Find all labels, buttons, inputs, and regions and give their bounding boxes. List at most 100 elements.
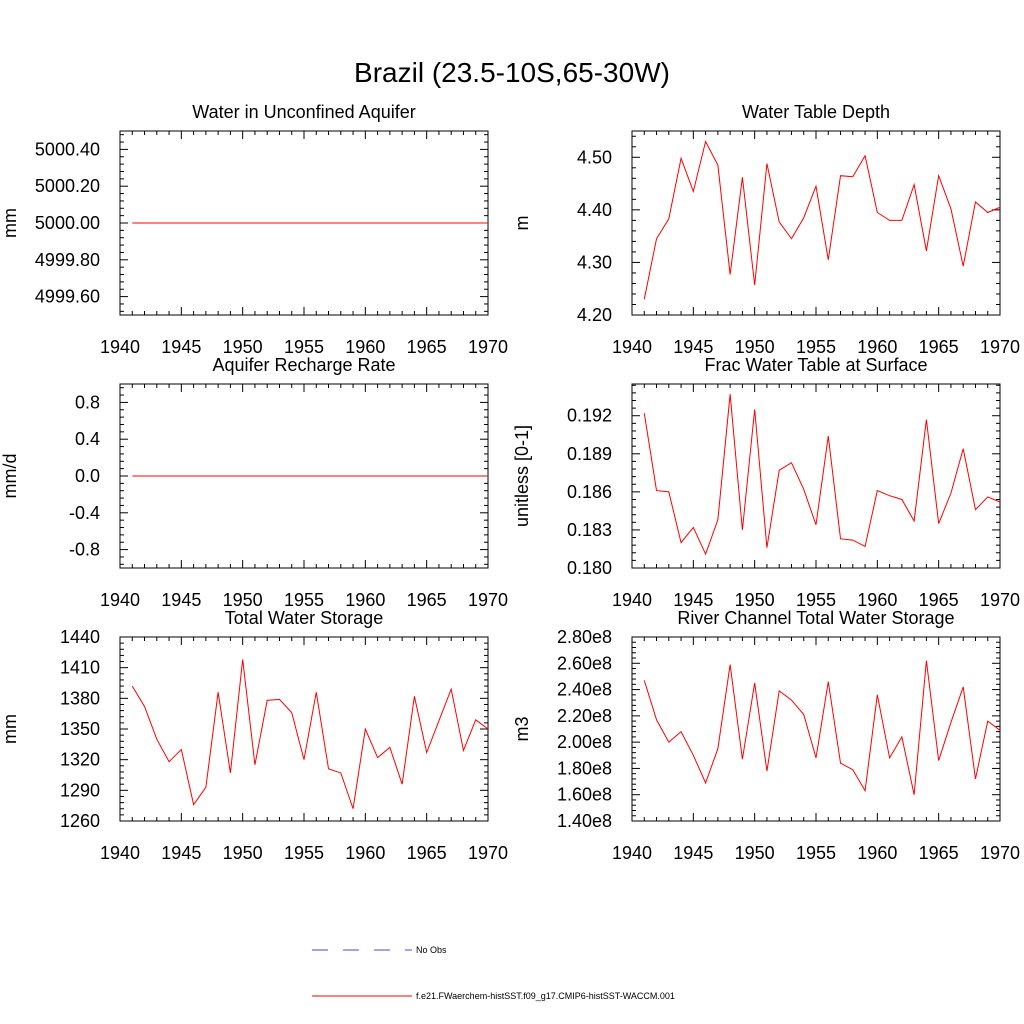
x-tick-label: 1960 [857, 843, 897, 863]
legend-item: f.e21.FWaerchem-histSST.f09_g17.CMIP6-hi… [312, 991, 675, 1001]
figure-title: Brazil (23.5-10S,65-30W) [354, 57, 670, 88]
y-tick-label: 2.00e8 [557, 732, 612, 752]
x-tick-label: 1960 [857, 337, 897, 357]
panel-6: River Channel Total Water Storage 1940 194… [512, 608, 1020, 863]
panel-title: Water in Unconfined Aquifer [192, 102, 415, 122]
y-tick-label: 0.180 [567, 558, 612, 578]
y-tick-label: 1410 [60, 658, 100, 678]
y-axis-label: mm [0, 208, 20, 238]
plot-frame [119, 636, 489, 822]
y-tick-label: 2.40e8 [557, 680, 612, 700]
x-tick-label: 1955 [284, 843, 324, 863]
y-tick-label: 5000.20 [35, 176, 100, 196]
y-tick-label: 1350 [60, 719, 100, 739]
x-tick-label: 1950 [735, 590, 775, 610]
plot-frame [631, 636, 1001, 822]
plot-frame [631, 130, 1001, 316]
y-tick-label: 0.192 [567, 406, 612, 426]
y-tick-label: 1.80e8 [557, 758, 612, 778]
panel-title: River Channel Total Water Storage [677, 608, 954, 628]
legend-label: No Obs [416, 945, 447, 955]
x-tick-label: 1960 [345, 843, 385, 863]
x-tick-label: 1960 [345, 337, 385, 357]
x-tick-label: 1955 [796, 843, 836, 863]
plot-frame [631, 383, 1001, 569]
y-tick-label: 2.60e8 [557, 653, 612, 673]
x-tick-label: 1965 [407, 590, 447, 610]
x-tick-label: 1945 [673, 337, 713, 357]
x-tick-label: 1965 [407, 337, 447, 357]
y-axis-label: unitless [0-1] [512, 425, 532, 527]
x-tick-label: 1940 [100, 337, 140, 357]
x-tick-label: 1950 [223, 337, 263, 357]
x-tick-label: 1945 [673, 843, 713, 863]
y-axis-label: mm/d [0, 454, 20, 499]
y-tick-label: 0.189 [567, 444, 612, 464]
x-tick-label: 1970 [468, 590, 508, 610]
x-tick-label: 1950 [223, 843, 263, 863]
x-tick-label: 1940 [612, 843, 652, 863]
y-tick-label: -0.4 [69, 503, 100, 523]
x-tick-label: 1970 [468, 843, 508, 863]
x-tick-label: 1945 [161, 590, 201, 610]
y-tick-label: 0.186 [567, 482, 612, 502]
panels: Water in Unconfined Aquifer 1940 1945 1950 1… [0, 102, 1020, 863]
panel-5: Total Water Storage 1940 1945 1950 1955 1960 1… [0, 608, 508, 863]
x-tick-label: 1970 [468, 337, 508, 357]
y-tick-label: 1290 [60, 780, 100, 800]
y-tick-label: 1320 [60, 750, 100, 770]
legend: No Obs f.e21.FWaerchem-histSST.f09_g17.CM… [312, 945, 675, 1001]
series-line [643, 140, 1001, 300]
x-tick-label: 1940 [612, 590, 652, 610]
legend-label: f.e21.FWaerchem-histSST.f09_g17.CMIP6-hi… [416, 991, 675, 1001]
panel-title: Aquifer Recharge Rate [212, 355, 395, 375]
x-tick-label: 1955 [796, 337, 836, 357]
y-tick-label: 4.20 [577, 305, 612, 325]
series-line [643, 660, 1001, 795]
y-tick-label: 4999.60 [35, 287, 100, 307]
x-tick-label: 1940 [100, 843, 140, 863]
y-tick-label: 2.80e8 [557, 627, 612, 647]
y-axis-label: m [512, 216, 532, 231]
x-tick-label: 1965 [919, 590, 959, 610]
x-tick-label: 1940 [100, 590, 140, 610]
y-tick-label: 0.0 [75, 466, 100, 486]
x-tick-label: 1950 [735, 337, 775, 357]
y-tick-label: 2.20e8 [557, 706, 612, 726]
x-tick-label: 1945 [161, 843, 201, 863]
y-tick-label: 4999.80 [35, 250, 100, 270]
panel-title: Total Water Storage [225, 608, 383, 628]
y-tick-label: 1440 [60, 627, 100, 647]
y-tick-label: 4.40 [577, 200, 612, 220]
y-tick-label: 0.183 [567, 520, 612, 540]
x-tick-label: 1955 [796, 590, 836, 610]
x-tick-label: 1965 [919, 843, 959, 863]
x-tick-label: 1960 [857, 590, 897, 610]
x-tick-label: 1955 [284, 337, 324, 357]
legend-item: No Obs [312, 945, 447, 955]
series-line [643, 394, 1001, 556]
x-tick-label: 1970 [980, 337, 1020, 357]
y-tick-label: -0.8 [69, 540, 100, 560]
x-tick-label: 1940 [612, 337, 652, 357]
panel-4: Frac Water Table at Surface 1940 1945 1950 1… [512, 355, 1020, 610]
x-tick-label: 1945 [673, 590, 713, 610]
x-tick-label: 1970 [980, 843, 1020, 863]
panel-title: Water Table Depth [742, 102, 890, 122]
y-tick-label: 1260 [60, 811, 100, 831]
x-tick-label: 1950 [735, 843, 775, 863]
y-tick-label: 5000.00 [35, 213, 100, 233]
x-tick-label: 1955 [284, 590, 324, 610]
y-tick-label: 4.50 [577, 147, 612, 167]
y-tick-label: 0.8 [75, 392, 100, 412]
panel-2: Water Table Depth 1940 1945 1950 1955 1960 196… [512, 102, 1020, 357]
x-tick-label: 1965 [407, 843, 447, 863]
y-tick-label: 1380 [60, 688, 100, 708]
series-line [131, 659, 489, 809]
panel-3: Aquifer Recharge Rate 1940 1945 1950 1955 196… [0, 355, 508, 610]
x-tick-label: 1970 [980, 590, 1020, 610]
x-tick-label: 1950 [223, 590, 263, 610]
panel-title: Frac Water Table at Surface [704, 355, 927, 375]
y-tick-label: 5000.40 [35, 139, 100, 159]
